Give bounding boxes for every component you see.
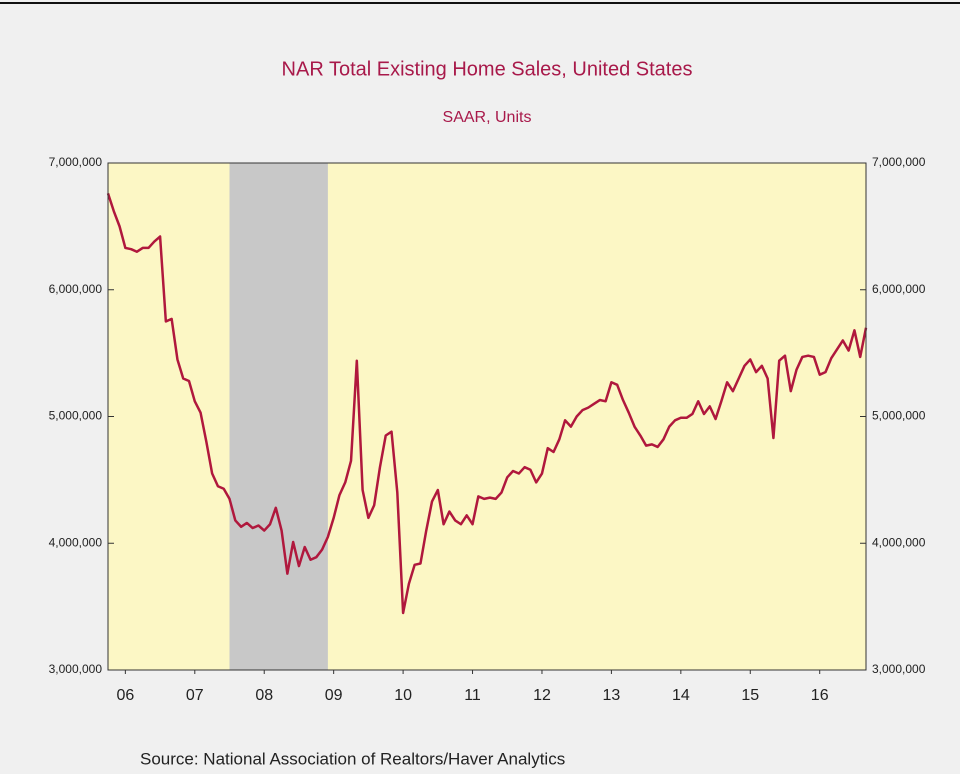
x-tick-label: 07: [186, 687, 204, 704]
x-tick-label: 09: [325, 687, 343, 704]
x-tick-label: 08: [255, 687, 273, 704]
recession-shade: [229, 163, 328, 670]
y-tick-label: 6,000,000: [49, 282, 103, 296]
plot-frame: [107, 162, 867, 671]
chart-title: NAR Total Existing Home Sales, United St…: [282, 58, 693, 80]
y-tick-label: 4,000,000: [49, 535, 103, 549]
y-tick-label: 3,000,000: [49, 662, 103, 676]
y2-tick-label: 4,000,000: [872, 535, 926, 549]
y-tick-label: 7,000,000: [49, 155, 103, 169]
y-tick-label: 5,000,000: [49, 409, 103, 423]
source-note: Source: National Association of Realtors…: [140, 749, 565, 768]
x-tick-label: 10: [394, 687, 412, 704]
x-tick-label: 12: [533, 687, 551, 704]
x-tick-label: 11: [464, 687, 481, 704]
y2-tick-label: 6,000,000: [872, 282, 926, 296]
x-tick-label: 16: [811, 687, 829, 704]
data-line: [106, 193, 868, 615]
x-tick-label: 14: [672, 687, 690, 704]
x-tick-label: 06: [116, 687, 134, 704]
y2-tick-label: 3,000,000: [872, 662, 926, 676]
plot-area: [108, 163, 866, 670]
y2-tick-label: 7,000,000: [872, 155, 926, 169]
x-tick-label: 13: [603, 687, 621, 704]
y2-tick-label: 5,000,000: [872, 409, 926, 423]
chart-subtitle: SAAR, Units: [443, 109, 532, 126]
x-tick-label: 15: [741, 687, 759, 704]
